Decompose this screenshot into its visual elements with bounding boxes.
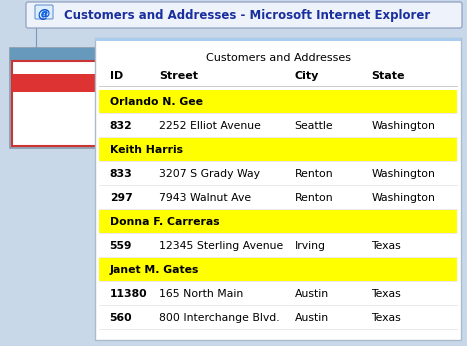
Text: Austin: Austin [295,313,329,323]
Text: Washington: Washington [371,169,435,179]
Text: 2252 Elliot Avenue: 2252 Elliot Avenue [159,121,261,131]
Text: Renton: Renton [295,169,333,179]
Text: Donna F. Carreras: Donna F. Carreras [110,217,219,227]
Text: 7943 Walnut Ave: 7943 Walnut Ave [159,193,251,203]
Text: Texas: Texas [371,313,401,323]
Text: State: State [371,71,405,81]
Bar [99,210,457,233]
Text: 12345 Sterling Avenue: 12345 Sterling Avenue [159,241,283,251]
Bar [99,138,457,161]
Bar [10,48,135,61]
Text: Seattle: Seattle [295,121,333,131]
Bar [97,50,108,59]
FancyBboxPatch shape [35,5,53,19]
Text: Street: Street [159,71,198,81]
Text: 165 North Main: 165 North Main [159,289,243,299]
Text: Washington: Washington [371,121,435,131]
Text: Renton: Renton [295,193,333,203]
Text: Austin: Austin [295,289,329,299]
Text: e: e [41,8,48,19]
FancyBboxPatch shape [26,2,462,28]
Bar [12,74,133,92]
Text: City: City [295,71,319,81]
Text: 559: 559 [110,241,132,251]
Bar [99,90,457,113]
Text: 297: 297 [110,193,132,203]
Text: Texas: Texas [371,241,401,251]
Text: Washington: Washington [371,193,435,203]
Text: Janet M. Gates: Janet M. Gates [110,265,199,275]
Bar [123,50,134,59]
Text: ID: ID [110,71,123,81]
Text: Customers and Addresses: Customers and Addresses [205,53,351,63]
Text: Keith Harris: Keith Harris [110,145,183,155]
Text: 832: 832 [110,121,132,131]
Text: 800 Interchange Blvd.: 800 Interchange Blvd. [159,313,280,323]
Text: 560: 560 [110,313,132,323]
FancyBboxPatch shape [95,38,461,340]
Bar [95,38,461,41]
Text: Customers and Addresses - Microsoft Internet Explorer: Customers and Addresses - Microsoft Inte… [64,9,430,21]
Text: Irving: Irving [295,241,325,251]
Text: Orlando N. Gee: Orlando N. Gee [110,97,203,107]
FancyBboxPatch shape [10,48,135,148]
Bar [99,258,457,281]
Text: Texas: Texas [371,289,401,299]
Text: 3207 S Grady Way: 3207 S Grady Way [159,169,260,179]
Text: 11380: 11380 [110,289,147,299]
Bar [12,61,133,146]
Text: 833: 833 [110,169,132,179]
Bar [110,50,121,59]
Text: @: @ [38,9,50,21]
